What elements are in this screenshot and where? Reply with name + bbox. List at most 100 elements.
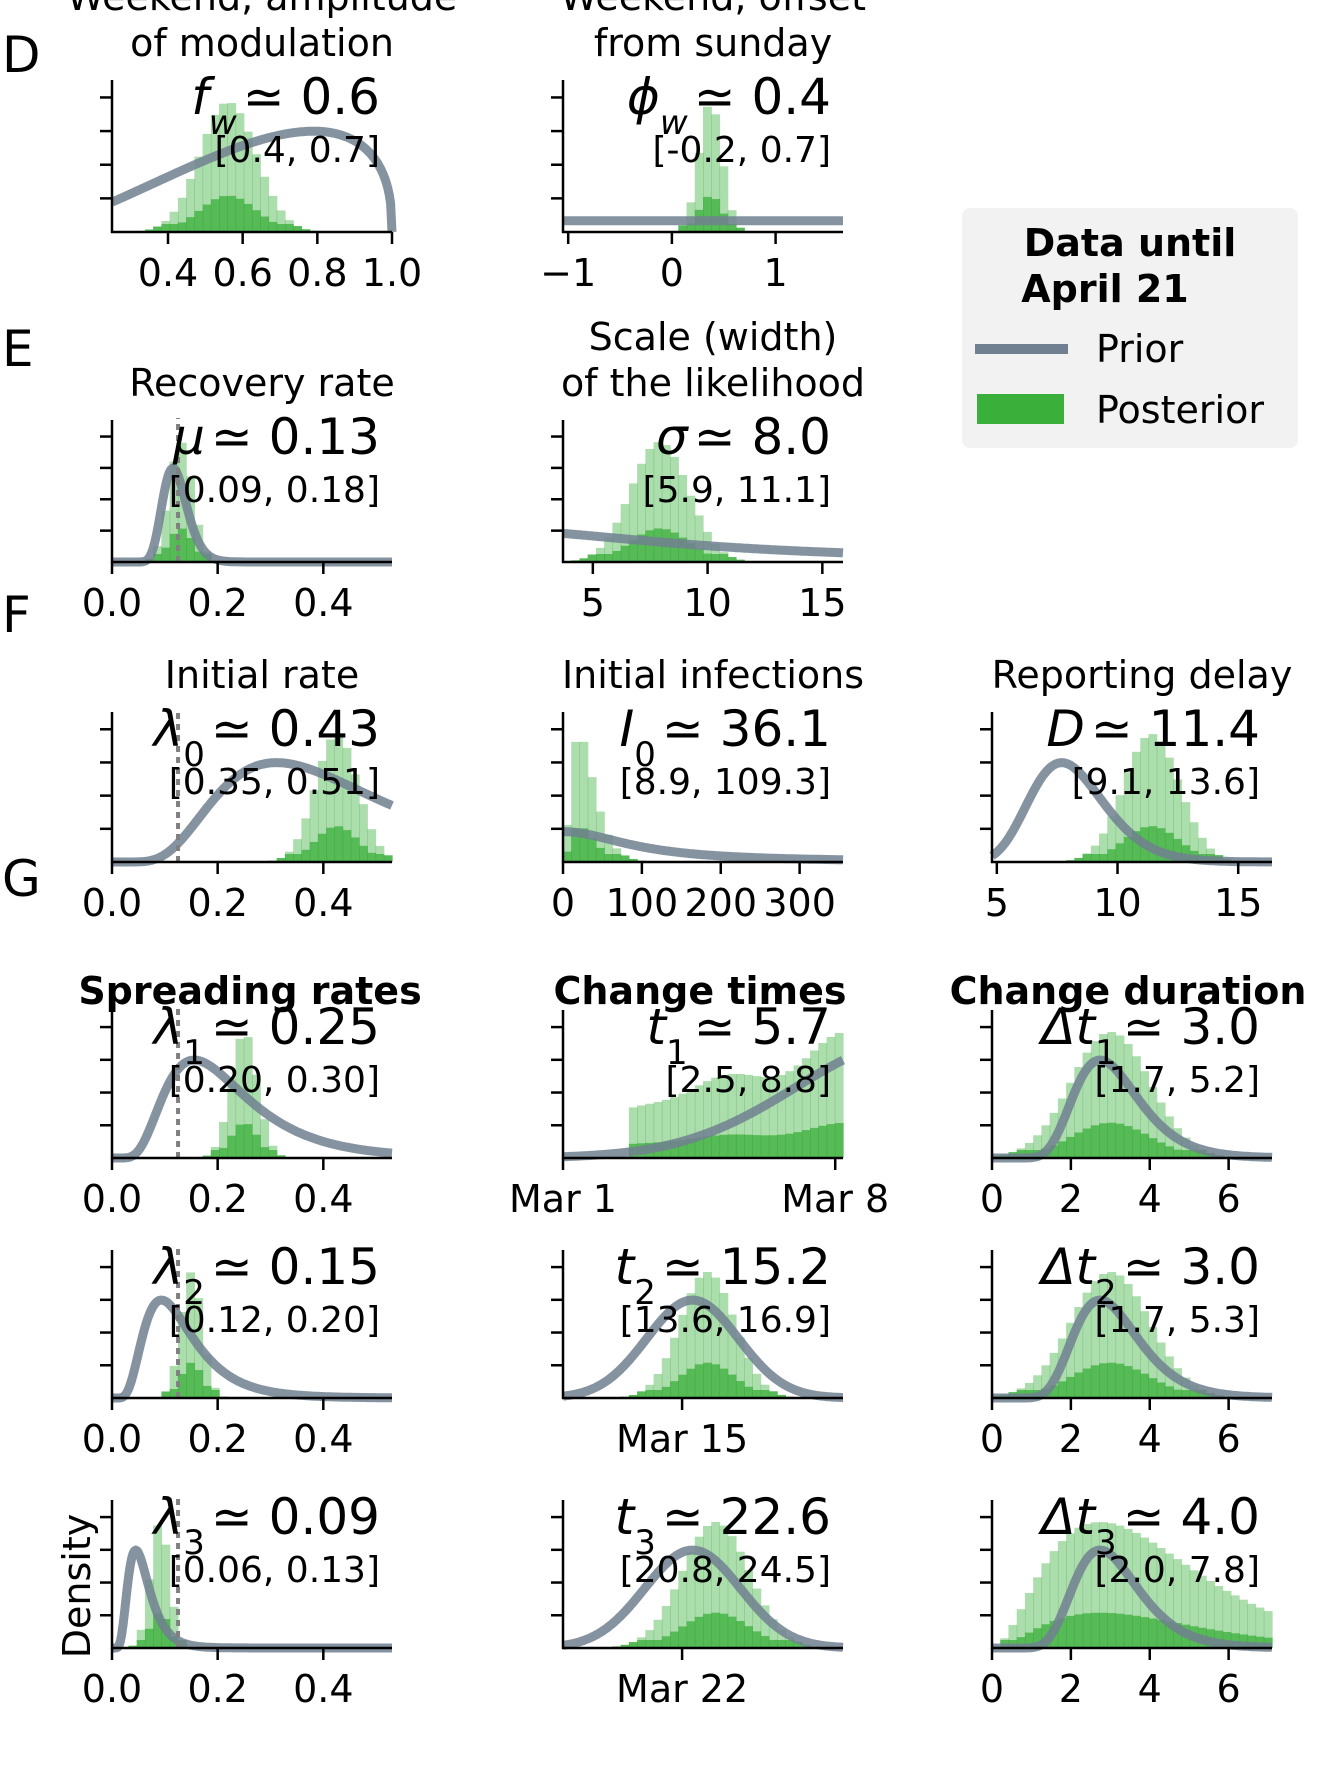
posterior-bin bbox=[1132, 751, 1141, 862]
posterior-bin bbox=[670, 1097, 679, 1158]
posterior-bin-base bbox=[1140, 1133, 1150, 1158]
posterior-bin bbox=[686, 1089, 696, 1158]
x-tick-label: 15 bbox=[1214, 881, 1262, 925]
estimate-label: ϕw ≃ 0.4 bbox=[627, 68, 831, 143]
posterior-bin bbox=[1123, 772, 1133, 862]
posterior-bin-base bbox=[161, 1391, 171, 1398]
estimate-label: I0 ≃ 36.1 bbox=[619, 700, 831, 775]
posterior-bin-base bbox=[219, 1147, 228, 1158]
posterior-bin-base bbox=[579, 558, 589, 562]
posterior-bin-base bbox=[719, 1134, 729, 1158]
posterior-bin bbox=[694, 1536, 704, 1648]
posterior-bin bbox=[1156, 1548, 1166, 1648]
posterior-bin bbox=[1140, 1071, 1150, 1158]
posterior-bin-base bbox=[1181, 1150, 1191, 1158]
x-tick-label: 0 bbox=[980, 1417, 1004, 1461]
posterior-bin bbox=[235, 113, 245, 232]
estimate-subscript: w bbox=[209, 103, 237, 143]
posterior-bin-base bbox=[301, 849, 311, 862]
prior-curve bbox=[108, 758, 396, 867]
posterior-bin bbox=[144, 1579, 154, 1648]
panel-weekend-amplitude: Weekend, amplitude of modulation 0.4 0.6 0.8… bbox=[67, 0, 458, 295]
posterior-bin bbox=[703, 106, 712, 232]
posterior-bin-base bbox=[1057, 1618, 1067, 1648]
posterior-bin-base bbox=[711, 554, 721, 562]
posterior-bin-base bbox=[1140, 1373, 1150, 1398]
posterior-bin-base bbox=[727, 224, 737, 232]
posterior-bin-base bbox=[686, 223, 696, 232]
posterior-bin-base bbox=[785, 1133, 795, 1158]
posterior-bin-base bbox=[202, 1385, 212, 1398]
panel-title: Initial rate bbox=[165, 653, 359, 697]
posterior-bin bbox=[1082, 1052, 1092, 1158]
estimate-symbol: λ bbox=[151, 998, 184, 1056]
panel-initial-rate: Initial rate 0.0 0.2 0.4 λ0 ≃ 0.43[0.35, 0.51… bbox=[82, 653, 396, 925]
posterior-bin-base bbox=[1156, 1382, 1166, 1398]
estimate-label: t2 ≃ 15.2 bbox=[615, 1238, 831, 1313]
posterior-bin bbox=[210, 114, 220, 232]
legend-prior-label: Prior bbox=[1096, 327, 1184, 371]
credible-interval-label: [20.8, 24.5] bbox=[620, 1550, 831, 1591]
prior-curve bbox=[988, 1545, 1276, 1653]
posterior-bin bbox=[670, 456, 679, 562]
posterior-bin bbox=[1181, 802, 1191, 862]
x-tick-label: 0.0 bbox=[82, 881, 142, 925]
posterior-bin bbox=[752, 1076, 762, 1158]
x-tick-label: 0 bbox=[551, 881, 575, 925]
posterior-bin-base bbox=[1181, 1390, 1191, 1398]
posterior-bin bbox=[678, 1570, 688, 1648]
x-tick-label: 0.0 bbox=[82, 1667, 142, 1711]
posterior-bin-base bbox=[686, 1138, 696, 1158]
estimate-symbol: Δt bbox=[1037, 1238, 1097, 1296]
posterior-bin bbox=[161, 510, 171, 562]
posterior-bin bbox=[703, 1081, 712, 1158]
posterior-bin bbox=[1164, 1553, 1174, 1648]
posterior-bin bbox=[1181, 1564, 1191, 1648]
posterior-bin bbox=[694, 152, 704, 232]
posterior-bin bbox=[1140, 1311, 1150, 1398]
posterior-bin-base bbox=[727, 1374, 737, 1398]
x-tick-label: 5 bbox=[581, 581, 605, 625]
posterior-bin-base bbox=[735, 227, 745, 232]
posterior-bin-base bbox=[194, 1370, 204, 1398]
posterior-bin-base bbox=[678, 537, 688, 562]
posterior-bin bbox=[694, 1085, 704, 1158]
estimate-symbol: λ bbox=[151, 700, 184, 758]
posterior-bin bbox=[1115, 1525, 1125, 1648]
x-tick-label: Mar 1 bbox=[509, 1177, 617, 1221]
panel-change-duration-3: 0 2 4 6 Δt3 ≃ 4.0[2.0, 7.8] bbox=[980, 1488, 1276, 1711]
panel-weekend-offset: Weekend, offset from sunday −1 0 1 ϕw≃ 0.4[-0… bbox=[540, 0, 866, 295]
panel-change-time-3: Mar 22 t3 ≃ 22.6[20.8, 24.5] bbox=[551, 1488, 847, 1711]
posterior-bin bbox=[252, 1074, 261, 1158]
posterior-bin bbox=[1123, 1528, 1133, 1648]
estimate-symbol: λ bbox=[151, 1488, 184, 1546]
posterior-bin bbox=[719, 1525, 729, 1648]
posterior-bin bbox=[661, 1099, 671, 1158]
posterior-bin-base bbox=[186, 217, 195, 232]
posterior-bin-base bbox=[694, 1364, 704, 1398]
posterior-bin-base bbox=[760, 1135, 770, 1158]
posterior-bin-base bbox=[136, 1640, 146, 1648]
posterior-bin-base bbox=[678, 1374, 688, 1398]
posterior-bin-base bbox=[1099, 1612, 1108, 1648]
estimate-value: ≃ 22.6 bbox=[662, 1488, 831, 1546]
estimate-label: Δt2 ≃ 3.0 bbox=[1037, 1238, 1260, 1313]
posterior-bin-base bbox=[293, 226, 303, 232]
posterior-bin bbox=[1090, 1281, 1100, 1398]
posterior-bin bbox=[653, 1102, 663, 1158]
posterior-bin bbox=[793, 1065, 803, 1158]
posterior-bin-base bbox=[169, 224, 179, 232]
prior-curve bbox=[559, 528, 847, 558]
posterior-bin-base bbox=[153, 226, 163, 232]
posterior-bin-base bbox=[719, 1368, 729, 1398]
posterior-bin bbox=[571, 741, 581, 862]
posterior-bin bbox=[326, 739, 335, 862]
posterior-bin-base bbox=[744, 1626, 754, 1648]
posterior-bin bbox=[1041, 1563, 1051, 1648]
estimate-value: ≃ 0.4 bbox=[694, 68, 831, 126]
posterior-bin-base bbox=[317, 833, 327, 862]
posterior-bin-base bbox=[1173, 1623, 1183, 1648]
credible-interval-label: [2.0, 7.8] bbox=[1095, 1550, 1260, 1591]
posterior-bin-base bbox=[686, 1621, 696, 1648]
